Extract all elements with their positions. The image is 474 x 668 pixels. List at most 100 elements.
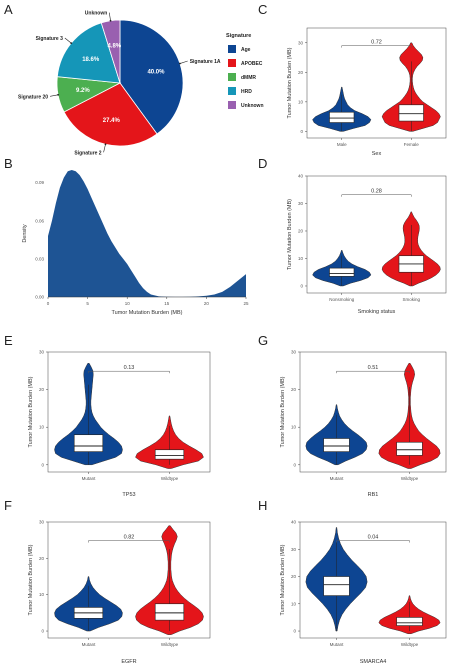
legend-swatch-3 — [228, 87, 236, 95]
pie-slice-label-1: 27.4% — [103, 118, 121, 124]
box-0 — [323, 438, 350, 452]
y-tick-label-3: 30 — [39, 520, 45, 525]
y-tick-label-1: 10 — [39, 592, 45, 597]
x-tick-label-0: Male — [337, 142, 347, 147]
x-axis-label: Sex — [372, 151, 382, 157]
p-value-label: 0.51 — [368, 365, 379, 371]
x-tick-label-0: Mutant — [82, 642, 97, 647]
violin-chart-G: 0 10 20 30 Mutant Wildtype 0.51 RB1 Tumor Mutati… — [280, 350, 447, 498]
x-tick-label-5: 25 — [243, 301, 249, 306]
pie-callout-label-2: Signature 20 — [18, 94, 48, 100]
pie-slice-label-0: 40.0% — [147, 69, 165, 75]
panel-label-E: E — [4, 333, 13, 348]
plot-frame — [299, 351, 447, 473]
legend-swatch-2 — [228, 73, 236, 81]
pie-callout-dot-2 — [57, 93, 60, 96]
legend-title: Signature — [226, 33, 251, 39]
plot-frame — [47, 521, 211, 639]
y-tick-label-0: 0 — [293, 462, 296, 467]
x-tick-label-3: 15 — [164, 301, 170, 306]
y-tick-label-4: 40 — [298, 174, 304, 179]
y-axis-label: Tumor Mutation Burden (MB) — [28, 544, 34, 615]
violin-chart-E: 0 10 20 30 Mutant Wildtype 0.13 TP53 Tumor Mutat… — [28, 350, 211, 498]
x-tick-label-0: Mutant — [82, 476, 97, 481]
x-tick-label-1: Wildtype — [401, 476, 419, 481]
y-tick-label-0: 0 — [300, 129, 303, 134]
y-tick-label-1: 10 — [298, 99, 304, 104]
x-tick-label-1: Smoking — [402, 297, 420, 302]
x-tick-label-0: Mutant — [330, 476, 345, 481]
y-axis-label: Tumor Mutation Burden (MB) — [287, 47, 293, 118]
x-axis-label: EGFR — [121, 659, 136, 665]
x-axis-label: RB1 — [368, 492, 379, 498]
y-tick-label-1: 10 — [291, 425, 297, 430]
pie-callout-dot-1 — [104, 143, 107, 146]
y-tick-label-3: 30 — [291, 350, 297, 355]
panel-label-A: A — [4, 2, 13, 17]
y-tick-label-2: 20 — [298, 70, 304, 75]
y-tick-label-1: 0.03 — [35, 256, 44, 261]
panel-label-H: H — [258, 498, 267, 513]
pie-callout-dot-0 — [179, 62, 181, 65]
pie-slice-label-2: 9.2% — [76, 88, 90, 94]
x-tick-label-4: 20 — [204, 301, 210, 306]
pie-callout-line-4 — [109, 12, 111, 21]
y-tick-label-1: 10 — [291, 601, 297, 606]
density-chart-B: 0 5 10 15 20 25 0.00 0.03 0.06 0.09 Tumor Mutation… — [22, 170, 249, 316]
y-axis-label: Tumor Mutation Burden (MB) — [280, 376, 286, 447]
box-0 — [329, 267, 355, 277]
plot-frame — [47, 351, 211, 473]
pie-callout-label-3: Signature 3 — [36, 36, 63, 42]
p-value-label: 0.28 — [371, 189, 382, 195]
y-tick-label-3: 30 — [291, 547, 297, 552]
y-tick-label-2: 20 — [39, 556, 45, 561]
legend-swatch-4 — [228, 101, 236, 109]
x-axis-label: Smoking status — [358, 309, 396, 315]
box-0 — [73, 434, 104, 452]
pie-slice-label-3: 18.6% — [82, 57, 100, 63]
box-1 — [154, 449, 185, 460]
y-tick-label-2: 0.06 — [35, 218, 44, 223]
pie-legend: Signature Age APOBEC dMMR HRD Unknown — [226, 33, 264, 109]
plot-frame — [306, 27, 447, 139]
panel-label-B: B — [4, 156, 13, 171]
y-tick-label-1: 10 — [39, 425, 45, 430]
violin-chart-F: 0 10 20 30 Mutant Wildtype 0.82 EGFR Tumor Mutat… — [28, 520, 211, 665]
pie-callout-line-1 — [103, 144, 106, 153]
y-tick-label-1: 10 — [298, 256, 304, 261]
x-tick-label-2: 10 — [125, 301, 131, 306]
panel-label-F: F — [4, 498, 12, 513]
x-tick-label-0: 0 — [47, 301, 50, 306]
pie-callout-label-1: Signature 2 — [74, 150, 101, 156]
pie-callout-dot-3 — [70, 42, 73, 45]
p-value-label: 0.82 — [124, 535, 135, 541]
plot-frame — [306, 175, 447, 294]
violin-chart-D: 0 10 20 30 40 Nonsmoking Smoking 0.28 Smoking st… — [287, 174, 447, 315]
y-tick-label-3: 30 — [298, 40, 304, 45]
box-1 — [396, 441, 423, 456]
y-axis-label: Tumor Mutation Burden (MB) — [28, 376, 34, 447]
legend-label-2: dMMR — [241, 75, 256, 81]
y-tick-label-2: 20 — [298, 228, 304, 233]
legend-swatch-1 — [228, 59, 236, 67]
p-value-label: 0.04 — [368, 535, 379, 541]
pie-callout-line-2 — [50, 94, 59, 97]
p-value-label: 0.72 — [371, 40, 382, 46]
y-tick-label-0: 0.00 — [35, 295, 44, 300]
x-axis-label: TP53 — [122, 492, 135, 498]
box-1 — [396, 617, 423, 626]
legend-swatch-0 — [228, 45, 236, 53]
y-tick-label-0: 0 — [41, 629, 44, 634]
y-tick-label-0: 0 — [300, 283, 303, 288]
y-tick-label-2: 20 — [291, 574, 297, 579]
y-tick-label-0: 0 — [41, 462, 44, 467]
box-1 — [398, 104, 424, 122]
pie-chart-A: 40.0% Signature 1A 27.4% Signature 2 9.2% Sig… — [18, 11, 221, 157]
y-tick-label-2: 20 — [291, 387, 297, 392]
violin-chart-H: 0 10 20 30 40 Mutant Wildtype 0.04 SMARCA4 Tumor … — [280, 520, 447, 665]
x-tick-label-1: Female — [404, 142, 420, 147]
legend-label-3: HRD — [241, 89, 252, 95]
x-axis-label: Tumor Mutation Burden (MB) — [111, 310, 182, 316]
panel-label-G: G — [258, 333, 268, 348]
